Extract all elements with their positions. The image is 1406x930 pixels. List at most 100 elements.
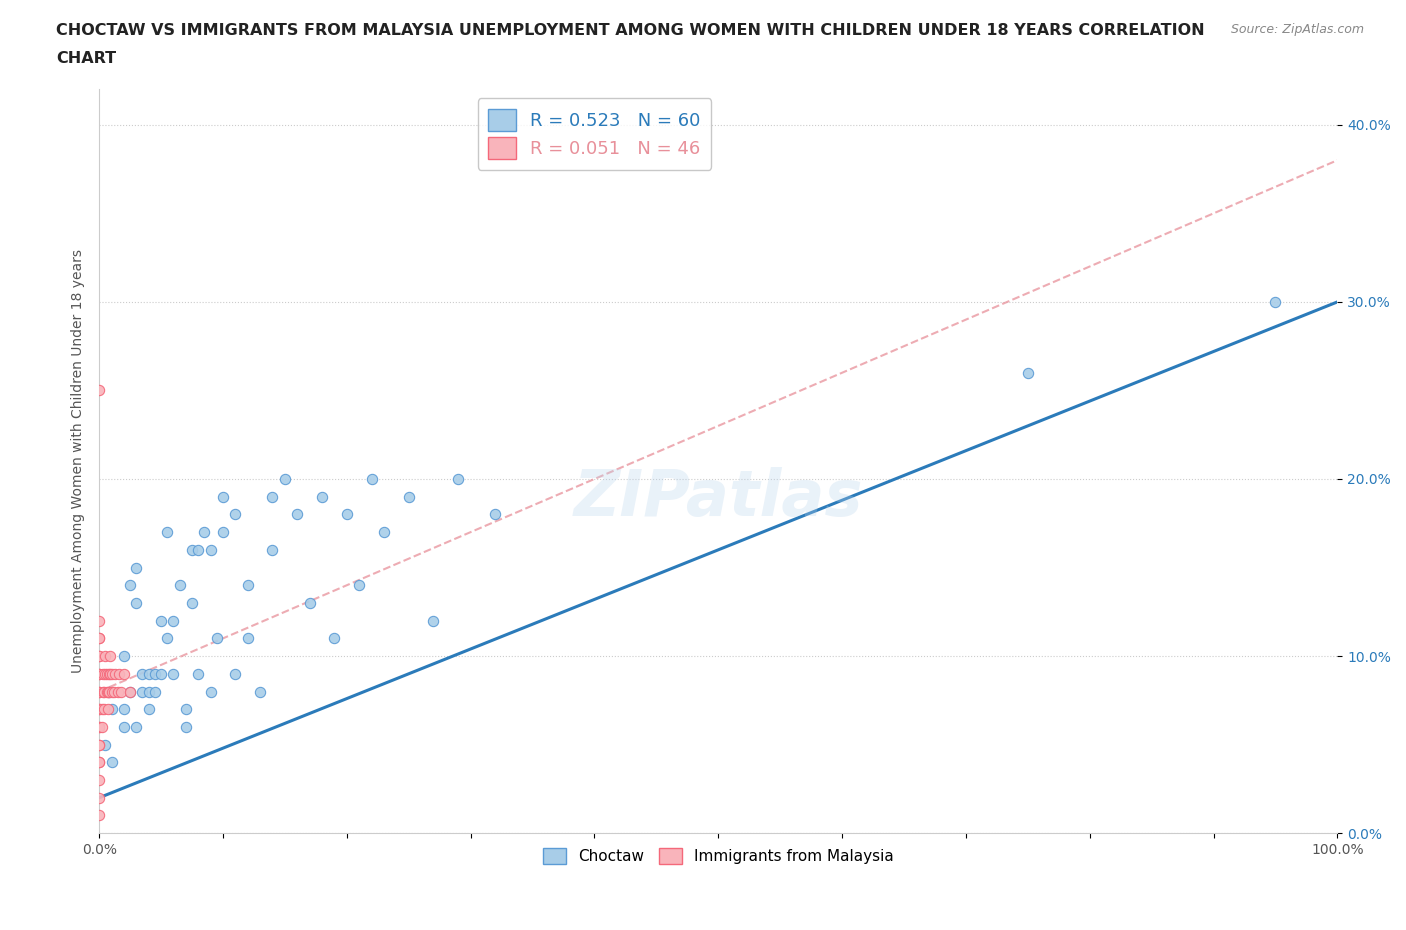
- Point: [112, 720, 135, 735]
- Point: [224, 667, 246, 682]
- Point: [89, 667, 111, 682]
- Point: [150, 613, 173, 628]
- Point: [89, 613, 111, 628]
- Text: CHART: CHART: [56, 51, 117, 66]
- Point: [249, 684, 271, 699]
- Y-axis label: Unemployment Among Women with Children Under 18 years: Unemployment Among Women with Children U…: [72, 249, 86, 673]
- Point: [181, 542, 204, 557]
- Point: [138, 702, 160, 717]
- Point: [98, 648, 121, 663]
- Point: [162, 667, 184, 682]
- Point: [174, 720, 197, 735]
- Point: [97, 684, 120, 699]
- Point: [89, 684, 111, 699]
- Point: [120, 684, 142, 699]
- Point: [200, 542, 222, 557]
- Point: [96, 667, 118, 682]
- Point: [89, 684, 111, 699]
- Point: [89, 773, 111, 788]
- Point: [187, 667, 209, 682]
- Point: [89, 737, 111, 752]
- Point: [89, 383, 111, 398]
- Point: [150, 667, 173, 682]
- Point: [181, 595, 204, 610]
- Point: [89, 648, 111, 663]
- Point: [274, 472, 297, 486]
- Point: [89, 720, 111, 735]
- Point: [96, 684, 118, 699]
- Point: [236, 578, 259, 592]
- Point: [187, 542, 209, 557]
- Point: [112, 648, 135, 663]
- Point: [107, 684, 129, 699]
- Point: [89, 631, 111, 645]
- Point: [94, 648, 117, 663]
- Point: [169, 578, 191, 592]
- Point: [91, 667, 114, 682]
- Point: [143, 684, 166, 699]
- Point: [108, 667, 131, 682]
- Legend: Choctaw, Immigrants from Malaysia: Choctaw, Immigrants from Malaysia: [537, 842, 900, 870]
- Point: [205, 631, 228, 645]
- Point: [89, 631, 111, 645]
- Point: [193, 525, 215, 539]
- Point: [120, 684, 142, 699]
- Point: [262, 542, 284, 557]
- Text: CHOCTAW VS IMMIGRANTS FROM MALAYSIA UNEMPLOYMENT AMONG WOMEN WITH CHILDREN UNDER: CHOCTAW VS IMMIGRANTS FROM MALAYSIA UNEM…: [56, 23, 1205, 38]
- Point: [422, 613, 444, 628]
- Point: [91, 684, 114, 699]
- Point: [200, 684, 222, 699]
- Point: [156, 631, 179, 645]
- Point: [100, 702, 122, 717]
- Point: [90, 702, 112, 717]
- Point: [98, 684, 121, 699]
- Point: [100, 667, 122, 682]
- Point: [94, 737, 117, 752]
- Point: [89, 737, 111, 752]
- Point: [360, 472, 382, 486]
- Point: [89, 702, 111, 717]
- Point: [98, 667, 121, 682]
- Point: [89, 808, 111, 823]
- Point: [212, 525, 235, 539]
- Point: [484, 507, 506, 522]
- Text: Source: ZipAtlas.com: Source: ZipAtlas.com: [1230, 23, 1364, 36]
- Point: [97, 702, 120, 717]
- Point: [398, 489, 420, 504]
- Point: [89, 720, 111, 735]
- Point: [447, 472, 470, 486]
- Point: [174, 702, 197, 717]
- Point: [93, 684, 115, 699]
- Point: [90, 720, 112, 735]
- Point: [323, 631, 346, 645]
- Point: [89, 755, 111, 770]
- Point: [125, 720, 148, 735]
- Point: [110, 684, 132, 699]
- Point: [347, 578, 370, 592]
- Point: [373, 525, 395, 539]
- Point: [89, 702, 111, 717]
- Point: [1264, 295, 1286, 310]
- Point: [89, 755, 111, 770]
- Point: [1017, 365, 1039, 380]
- Point: [298, 595, 321, 610]
- Point: [125, 560, 148, 575]
- Point: [212, 489, 235, 504]
- Text: ZIPatlas: ZIPatlas: [574, 468, 863, 529]
- Point: [112, 667, 135, 682]
- Point: [89, 790, 111, 805]
- Point: [224, 507, 246, 522]
- Point: [131, 684, 153, 699]
- Point: [125, 595, 148, 610]
- Point: [311, 489, 333, 504]
- Point: [156, 525, 179, 539]
- Point: [112, 702, 135, 717]
- Point: [89, 667, 111, 682]
- Point: [120, 578, 142, 592]
- Point: [262, 489, 284, 504]
- Point: [94, 667, 117, 682]
- Point: [138, 667, 160, 682]
- Point: [93, 702, 115, 717]
- Point: [131, 667, 153, 682]
- Point: [138, 684, 160, 699]
